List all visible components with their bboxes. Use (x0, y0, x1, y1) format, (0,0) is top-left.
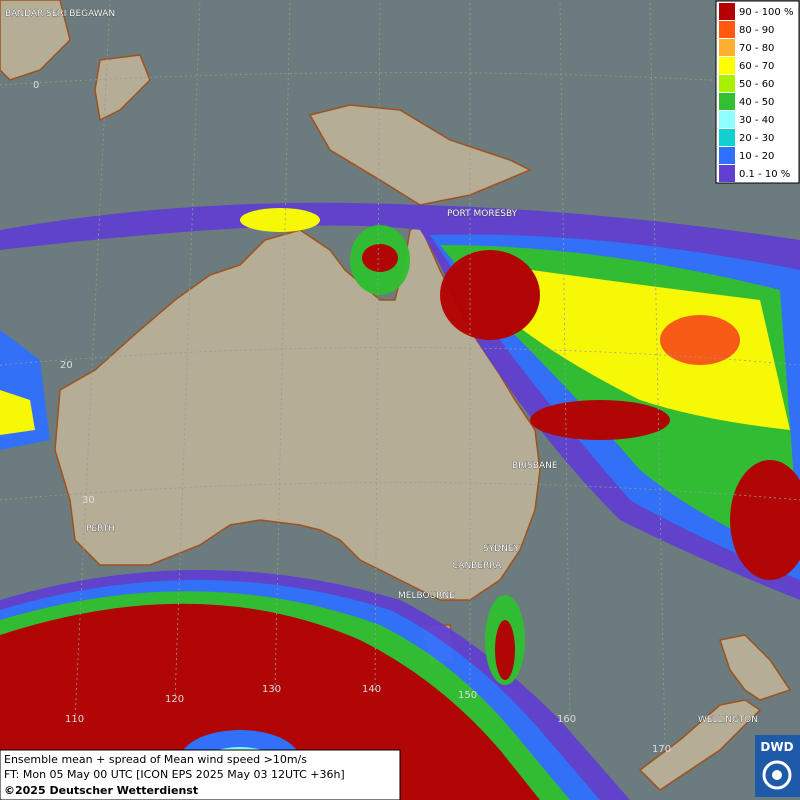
legend-label: 90 - 100 % (739, 7, 793, 18)
city-label: CANBERRA (452, 561, 502, 571)
grid-labels: 0 20 30 110 120 130 140 150 160 170 (33, 80, 671, 755)
grid-label: 170 (652, 744, 671, 755)
legend-swatch (719, 165, 735, 182)
grid-label: 110 (65, 714, 84, 725)
logo-icon (772, 770, 782, 780)
footer-line: FT: Mon 05 May 00 UTC [ICON EPS 2025 May… (4, 768, 345, 781)
legend-label: 20 - 30 (739, 133, 774, 144)
wind-area (240, 208, 320, 232)
wind-area (362, 244, 398, 272)
legend-label: 70 - 80 (739, 43, 774, 54)
legend-swatch (719, 129, 735, 146)
city-label: WELLINGTON (698, 715, 758, 725)
city-label: PERTH (86, 524, 115, 534)
cities: BANDAR SERI BEGAWAN PORT MORESBY BRISBAN… (5, 9, 759, 726)
wind-area (660, 315, 740, 365)
legend-swatch (719, 93, 735, 110)
legend-label: 60 - 70 (739, 61, 774, 72)
wind-area (440, 250, 540, 340)
city-label: PORT MORESBY (447, 209, 518, 219)
footer-line: ©2025 Deutscher Wetterdienst (4, 784, 198, 797)
legend-swatch (719, 75, 735, 92)
graticule (0, 0, 800, 751)
legend-label: 30 - 40 (739, 115, 774, 126)
grid-label: 160 (557, 714, 576, 725)
legend-label: 80 - 90 (739, 25, 774, 36)
wind-area (460, 260, 790, 430)
legend-swatch (719, 21, 735, 38)
city-label: SYDNEY (483, 544, 520, 554)
legend-swatch (719, 57, 735, 74)
wind-area (530, 400, 670, 440)
legend: 90 - 100 % 80 - 90 70 - 80 60 - 70 50 - 60 40… (715, 0, 800, 184)
logo-icon (762, 760, 792, 790)
footer-box (0, 749, 401, 800)
grid-label: 120 (165, 694, 184, 705)
grid-label: 30 (82, 495, 95, 506)
legend-swatch (719, 111, 735, 128)
grid-label: 0 (33, 80, 39, 91)
wind-area (495, 620, 515, 680)
footer: Ensemble mean + spread of Mean wind spee… (0, 749, 401, 800)
grid-label: 150 (458, 690, 477, 701)
legend-label: 40 - 50 (739, 97, 774, 108)
grid-label: 130 (262, 684, 281, 695)
wind-area (730, 460, 800, 580)
legend-label: 0.1 - 10 % (739, 169, 790, 180)
wind-area (0, 390, 35, 435)
city-label: MELBOURNE (398, 591, 455, 601)
city-label: BANDAR SERI BEGAWAN (5, 9, 115, 19)
grid-label: 140 (362, 684, 381, 695)
legend-swatch (719, 39, 735, 56)
logo-text: DWD (760, 740, 793, 754)
city-label: BRISBANE (512, 461, 558, 471)
logo: DWD (755, 735, 800, 797)
legend-label: 10 - 20 (739, 151, 774, 162)
legend-swatch (719, 3, 735, 20)
legend-label: 50 - 60 (739, 79, 774, 90)
grid-label: 20 (60, 360, 73, 371)
footer-line: Ensemble mean + spread of Mean wind spee… (4, 753, 307, 766)
legend-swatch (719, 147, 735, 164)
